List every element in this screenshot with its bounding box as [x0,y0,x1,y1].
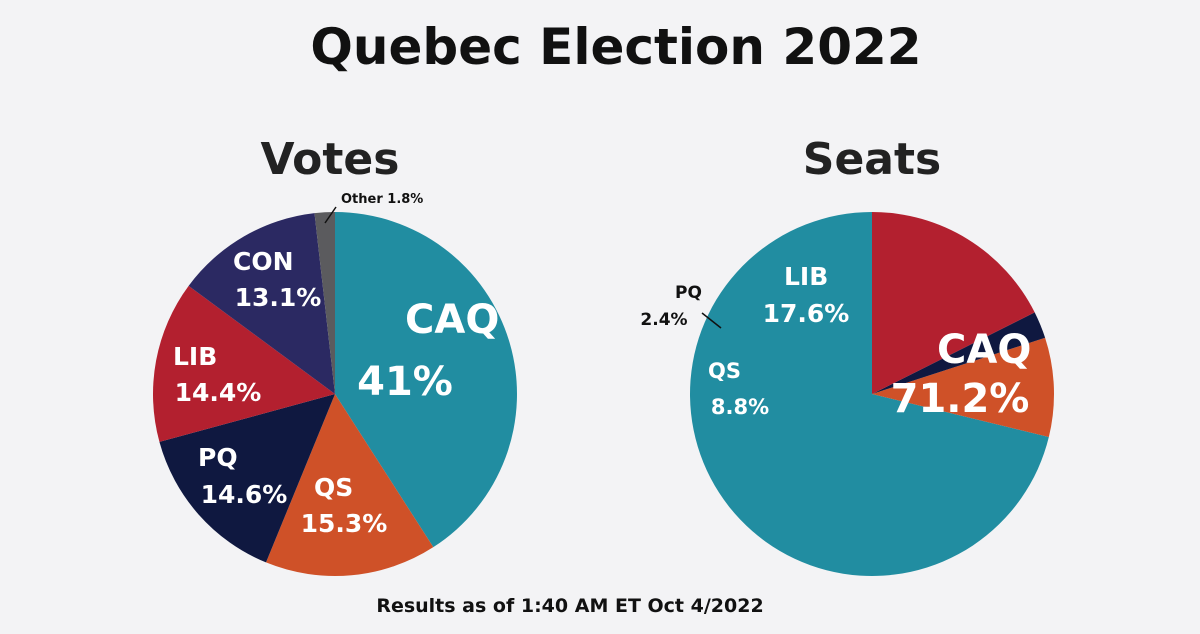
votes-label-con: CON [233,247,294,276]
votes-label-caq: CAQ [405,297,499,343]
votes-value-pq: 14.6% [201,480,288,509]
votes-value-caq: 41% [357,359,453,405]
seats-slice-caq [690,212,1049,577]
votes-slice-qs [266,394,434,577]
votes-label-other: Other 1.8% [341,192,423,207]
seats-label-pq: PQ [675,283,702,303]
seats-value-lib: 17.6% [763,299,850,328]
votes-slice-lib [152,285,335,442]
votes-slice-pq [159,394,335,563]
seats-slice-lib [872,212,1035,394]
seats-chart-title: Seats [803,134,941,185]
votes-pie: Votes CAQ 41% QS 15.3% PQ 14.6% LIB 14.4% CON 13.1… [152,134,517,577]
seats-slice-qs [872,337,1055,438]
seats-label-lib: LIB [784,262,828,291]
votes-leader-line-other [324,206,337,224]
votes-label-qs: QS [314,473,353,502]
seats-value-pq: 2.4% [640,310,687,330]
seats-label-caq: CAQ [937,327,1031,373]
votes-label-pq: PQ [198,443,238,472]
seats-leader-line-pq [701,312,722,329]
votes-chart-title: Votes [261,134,400,185]
votes-slice-caq [335,212,517,548]
footnote: Results as of 1:40 AM ET Oct 4/2022 [376,595,763,617]
votes-slice-con [188,213,335,394]
seats-value-caq: 71.2% [891,376,1030,422]
votes-value-con: 13.1% [235,283,322,312]
votes-slice-other [314,212,335,394]
main-title: Quebec Election 2022 [310,18,921,76]
seats-slice-pq [872,312,1046,394]
votes-value-lib: 14.4% [175,378,262,407]
seats-label-qs: QS [708,359,741,383]
votes-label-lib: LIB [173,342,217,371]
votes-value-qs: 15.3% [301,509,388,538]
seats-value-qs: 8.8% [711,395,769,419]
